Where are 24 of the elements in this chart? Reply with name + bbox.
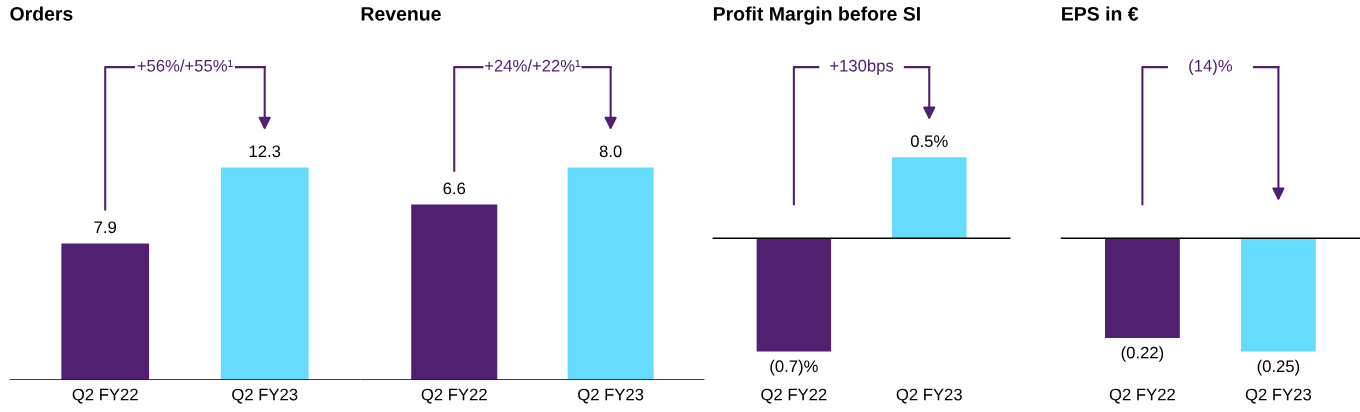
- data-label: (0.22): [1121, 346, 1164, 362]
- x-tick-label: Q2 FY23: [578, 388, 644, 404]
- text: +24%/+22%¹: [485, 59, 581, 72]
- data-label: 8.0: [599, 145, 622, 158]
- data-label: 0.5%: [910, 135, 948, 148]
- x-tick-label: Q2 FY22: [421, 388, 487, 404]
- data-label: 7.9: [94, 221, 117, 234]
- chart-title: Revenue: [361, 7, 441, 21]
- text: (14)%: [1189, 59, 1233, 75]
- x-tick-label: Q2 FY23: [1245, 388, 1312, 404]
- x-tick-label: Q2 FY22: [72, 388, 138, 404]
- data-label: 12.3: [249, 145, 281, 158]
- text: +56%/+55%¹: [137, 59, 233, 72]
- text: +130bps: [830, 59, 894, 75]
- x-tick-label: Q2 FY23: [896, 388, 962, 404]
- x-tick-label: Q2 FY22: [761, 388, 827, 404]
- x-tick-label: Q2 FY22: [1109, 388, 1175, 404]
- chart-title: Profit Margin before SI: [713, 6, 920, 25]
- x-tick-label: Q2 FY23: [232, 388, 298, 404]
- chart-title: Orders: [10, 6, 73, 21]
- data-label: (0.7)%: [770, 359, 818, 376]
- data-label: 6.6: [443, 182, 466, 195]
- chart-title: EPS in €: [1062, 6, 1139, 21]
- data-label: (0.25): [1257, 359, 1300, 376]
